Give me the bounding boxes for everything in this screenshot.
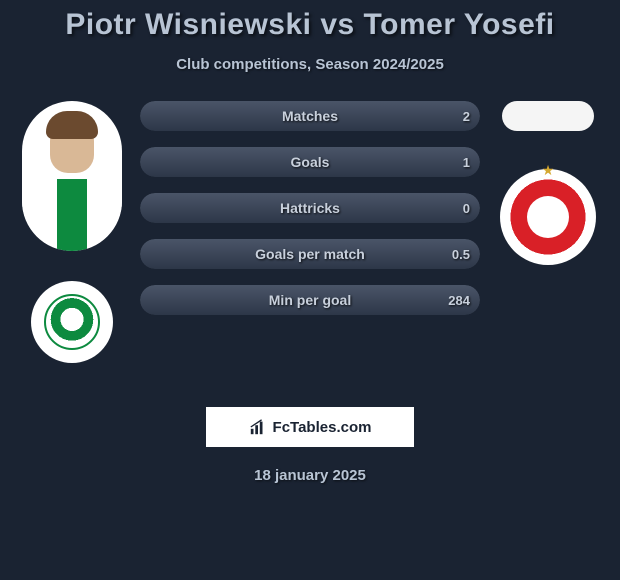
stats-column: Matches 2 Goals 1 Hattricks 0 Goals per match 0… (140, 101, 480, 315)
stat-row: Goals 1 (140, 147, 480, 177)
stat-label: Goals (291, 154, 330, 170)
stat-label: Hattricks (280, 200, 340, 216)
chart-icon (249, 418, 267, 436)
stat-value: 0 (463, 201, 470, 216)
player-avatar-left (22, 101, 122, 251)
page-title: Piotr Wisniewski vs Tomer Yosefi (65, 8, 554, 42)
player-avatar-right (502, 101, 594, 131)
club-crest-left-icon (44, 294, 100, 350)
stat-value: 284 (448, 293, 470, 308)
main-row: Matches 2 Goals 1 Hattricks 0 Goals per match 0… (0, 101, 620, 363)
stat-row: Hattricks 0 (140, 193, 480, 223)
brand-box: FcTables.com (206, 407, 414, 447)
stat-label: Min per goal (269, 292, 351, 308)
left-column (22, 101, 122, 363)
right-column (498, 101, 598, 265)
stat-value: 0.5 (452, 247, 470, 262)
brand-label: FcTables.com (273, 419, 372, 436)
page-subtitle: Club competitions, Season 2024/2025 (176, 56, 444, 73)
stat-label: Matches (282, 108, 338, 124)
infographic-container: Piotr Wisniewski vs Tomer Yosefi Club co… (0, 0, 620, 580)
date-label: 18 january 2025 (254, 467, 366, 484)
stat-value: 1 (463, 155, 470, 170)
club-crest-right-icon (509, 178, 587, 256)
stat-row: Goals per match 0.5 (140, 239, 480, 269)
club-badge-right (500, 169, 596, 265)
club-badge-left (31, 281, 113, 363)
stat-row: Matches 2 (140, 101, 480, 131)
stat-label: Goals per match (255, 246, 365, 262)
stat-value: 2 (463, 109, 470, 124)
stat-row: Min per goal 284 (140, 285, 480, 315)
jersey-left (22, 179, 122, 251)
